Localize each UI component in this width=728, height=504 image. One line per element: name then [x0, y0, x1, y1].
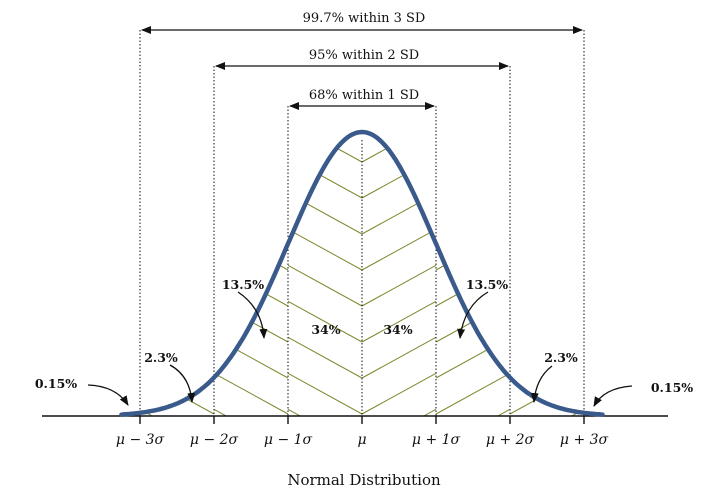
hatch-line — [140, 49, 214, 90]
label-center-left: 34% — [311, 322, 340, 337]
hatch-line — [510, 445, 584, 486]
hatch-line — [214, 445, 288, 486]
tick-label-minus-3: μ − 3σ — [116, 432, 165, 448]
hatch-line — [435, 372, 511, 415]
hatch-line — [436, 445, 510, 486]
hatch-line — [510, 49, 584, 90]
hatch-line — [361, 132, 437, 163]
hatch-line — [139, 300, 215, 343]
hatch-line — [139, 156, 215, 199]
callout-arrow-outer-right — [530, 365, 553, 403]
range-arrows — [141, 26, 583, 110]
hatch-line — [213, 372, 289, 415]
bell-curve — [119, 129, 605, 417]
hatch-line — [287, 264, 363, 307]
diagram-caption: Normal Distribution — [287, 471, 441, 489]
hatch-line — [213, 156, 289, 199]
hatch-line — [436, 85, 510, 126]
hatch-line — [509, 228, 585, 271]
callout-arrow-mid-right — [457, 291, 489, 339]
tick-label-plus-2: μ + 2σ — [486, 432, 535, 448]
label-center-right: 34% — [383, 322, 412, 337]
hatch-line — [435, 192, 511, 235]
hatch-line — [213, 132, 289, 163]
hatch-line — [361, 300, 437, 343]
label-tail-left: 0.15% — [35, 376, 77, 391]
tick-label-plus-1: μ + 1σ — [412, 432, 461, 448]
callout-arrows — [87, 291, 633, 407]
tick-label-minus-2: μ − 2σ — [190, 432, 239, 448]
hatch-line — [361, 372, 437, 415]
tick-label-mean: μ — [357, 432, 366, 448]
hatch-line — [214, 49, 288, 90]
hatch-line — [435, 132, 511, 163]
range-label-3sd: 99.7% within 3 SD — [303, 11, 426, 26]
hatch-line — [287, 228, 363, 271]
hatch-line — [509, 372, 585, 415]
hatch-line — [509, 192, 585, 235]
callout-arrow-tail-left — [87, 384, 129, 406]
hatch-line — [509, 156, 585, 199]
range-label-2sd: 95% within 2 SD — [309, 48, 419, 63]
hatch-line — [214, 85, 288, 126]
tick-label-minus-1: μ − 1σ — [264, 432, 313, 448]
callout-arrow-tail-right — [593, 385, 633, 407]
hatch-line — [139, 228, 215, 271]
hatch-line — [509, 264, 585, 307]
hatch-line — [287, 132, 363, 163]
label-mid-right: 13.5% — [466, 277, 508, 292]
hatch-line — [287, 336, 363, 379]
hatch-line — [139, 132, 215, 163]
hatch-line — [509, 300, 585, 343]
label-mid-left: 13.5% — [222, 277, 264, 292]
hatch-line — [435, 336, 511, 379]
hatch-line — [139, 264, 215, 307]
hatch-line — [509, 132, 585, 163]
label-tail-right: 0.15% — [651, 380, 693, 395]
callout-arrow-mid-left — [237, 291, 268, 339]
hatch-line — [436, 49, 510, 90]
label-outer-right: 2.3% — [544, 350, 578, 365]
callout-arrow-outer-left — [169, 364, 196, 403]
hatch-line — [435, 156, 511, 199]
sd-lines — [139, 30, 585, 416]
hatch-line — [139, 192, 215, 235]
hatch-line — [139, 372, 215, 415]
hatch-line — [287, 300, 363, 343]
hatch-line — [361, 228, 437, 271]
hatch-line — [361, 264, 437, 307]
range-label-1sd: 68% within 1 SD — [309, 88, 419, 103]
hatch-line — [140, 85, 214, 126]
hatch-line — [140, 445, 214, 486]
hatch-line — [361, 336, 437, 379]
hatch-line — [287, 372, 363, 415]
label-outer-left: 2.3% — [144, 350, 178, 365]
hatch-line — [213, 336, 289, 379]
tick-marks — [139, 416, 585, 424]
tick-label-plus-3: μ + 3σ — [560, 432, 609, 448]
hatch-line — [510, 85, 584, 126]
hatch-line — [213, 192, 289, 235]
